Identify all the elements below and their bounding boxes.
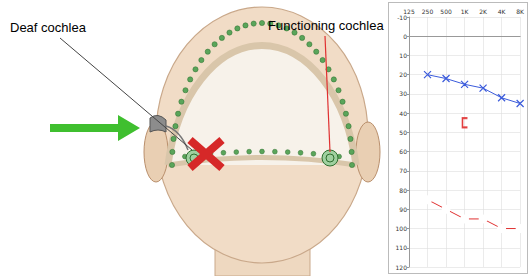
svg-text:-10: -10	[397, 14, 407, 21]
svg-text:30: 30	[399, 90, 407, 97]
svg-text:1K: 1K	[461, 8, 470, 15]
svg-text:10: 10	[399, 52, 407, 59]
svg-text:50: 50	[399, 129, 407, 136]
svg-text:110: 110	[396, 244, 408, 251]
svg-text:90: 90	[399, 206, 407, 213]
svg-text:120: 120	[396, 264, 408, 271]
svg-text:70: 70	[399, 167, 407, 174]
svg-text:80: 80	[399, 187, 407, 194]
svg-text:2K: 2K	[479, 8, 488, 15]
svg-text:100: 100	[396, 225, 408, 232]
svg-text:40: 40	[399, 110, 407, 117]
svg-text:60: 60	[399, 148, 407, 155]
svg-text:500: 500	[440, 8, 452, 15]
svg-text:250: 250	[422, 8, 434, 15]
svg-text:8K: 8K	[516, 8, 525, 15]
svg-text:0: 0	[403, 33, 407, 40]
svg-text:125: 125	[403, 8, 415, 15]
svg-text:Functioning cochlea: Functioning cochlea	[268, 18, 384, 33]
svg-text:Deaf cochlea: Deaf cochlea	[10, 20, 87, 35]
svg-text:4K: 4K	[498, 8, 507, 15]
svg-text:20: 20	[399, 71, 407, 78]
